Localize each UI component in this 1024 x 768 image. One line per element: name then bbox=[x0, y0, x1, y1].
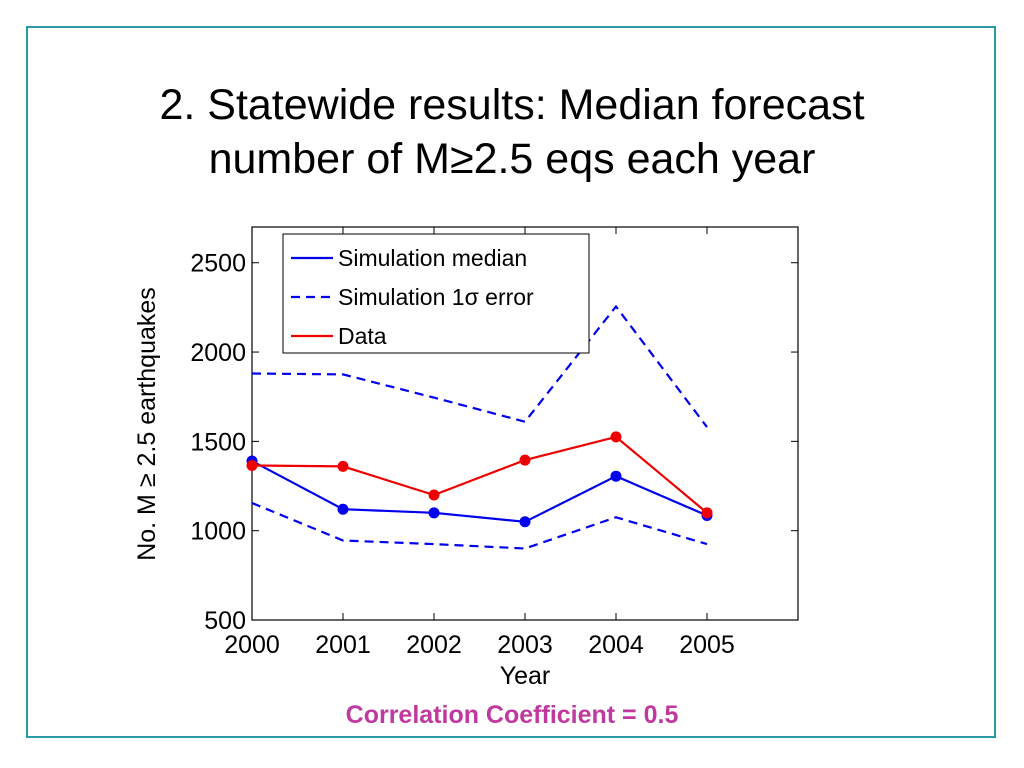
series-3-point bbox=[519, 454, 531, 466]
x-tick-label: 2004 bbox=[588, 631, 644, 659]
y-tick-label: 1500 bbox=[190, 428, 246, 456]
series-0-point bbox=[519, 516, 531, 528]
series-line-1 bbox=[251, 304, 708, 428]
x-tick-label: 2005 bbox=[679, 631, 735, 659]
y-tick-label: 1000 bbox=[190, 518, 246, 546]
series-3-point bbox=[428, 489, 440, 501]
series-0-point bbox=[428, 507, 440, 519]
series-0-point bbox=[610, 470, 622, 482]
x-axis: 2000 2001 2002 2003 2004 2005 bbox=[224, 227, 735, 659]
y-tick-label: 500 bbox=[204, 607, 246, 635]
x-tick-label: 2003 bbox=[497, 631, 553, 659]
y-axis-label: No. M ≥ 2.5 earthquakes bbox=[133, 287, 161, 561]
series-3-point bbox=[337, 460, 349, 472]
series-0-point bbox=[337, 503, 349, 515]
series-3-point bbox=[610, 431, 622, 443]
slide-title-line-2: number of M≥2.5 eqs each year bbox=[208, 135, 816, 183]
series-3-point bbox=[701, 507, 713, 519]
x-axis-label: Year bbox=[500, 662, 551, 690]
legend-label: Data bbox=[338, 323, 387, 349]
legend-label: Simulation 1σ error bbox=[338, 284, 534, 310]
series-line-3 bbox=[251, 435, 708, 514]
series-line-2 bbox=[251, 501, 708, 550]
series-layer bbox=[246, 304, 713, 550]
y-axis: 500 1000 1500 2000 2500 bbox=[190, 250, 798, 635]
series-line-0 bbox=[251, 460, 708, 523]
slide-title-line-1: 2. Statewide results: Median forecast bbox=[159, 81, 865, 129]
correlation-note: Correlation Coefficient = 0.5 bbox=[345, 701, 679, 729]
x-tick-label: 2002 bbox=[406, 631, 462, 659]
legend-box bbox=[282, 233, 590, 354]
chart-legend: Simulation median Simulation 1σ error Data bbox=[282, 233, 590, 354]
y-tick-label: 2500 bbox=[190, 250, 246, 278]
x-tick-label: 2000 bbox=[224, 631, 280, 659]
legend-label: Simulation median bbox=[338, 245, 527, 271]
series-3-point bbox=[246, 459, 258, 471]
x-tick-label: 2001 bbox=[315, 631, 371, 659]
slide-title: 2. Statewide results: Median forecast nu… bbox=[0, 78, 1024, 186]
y-tick-label: 2000 bbox=[190, 339, 246, 367]
